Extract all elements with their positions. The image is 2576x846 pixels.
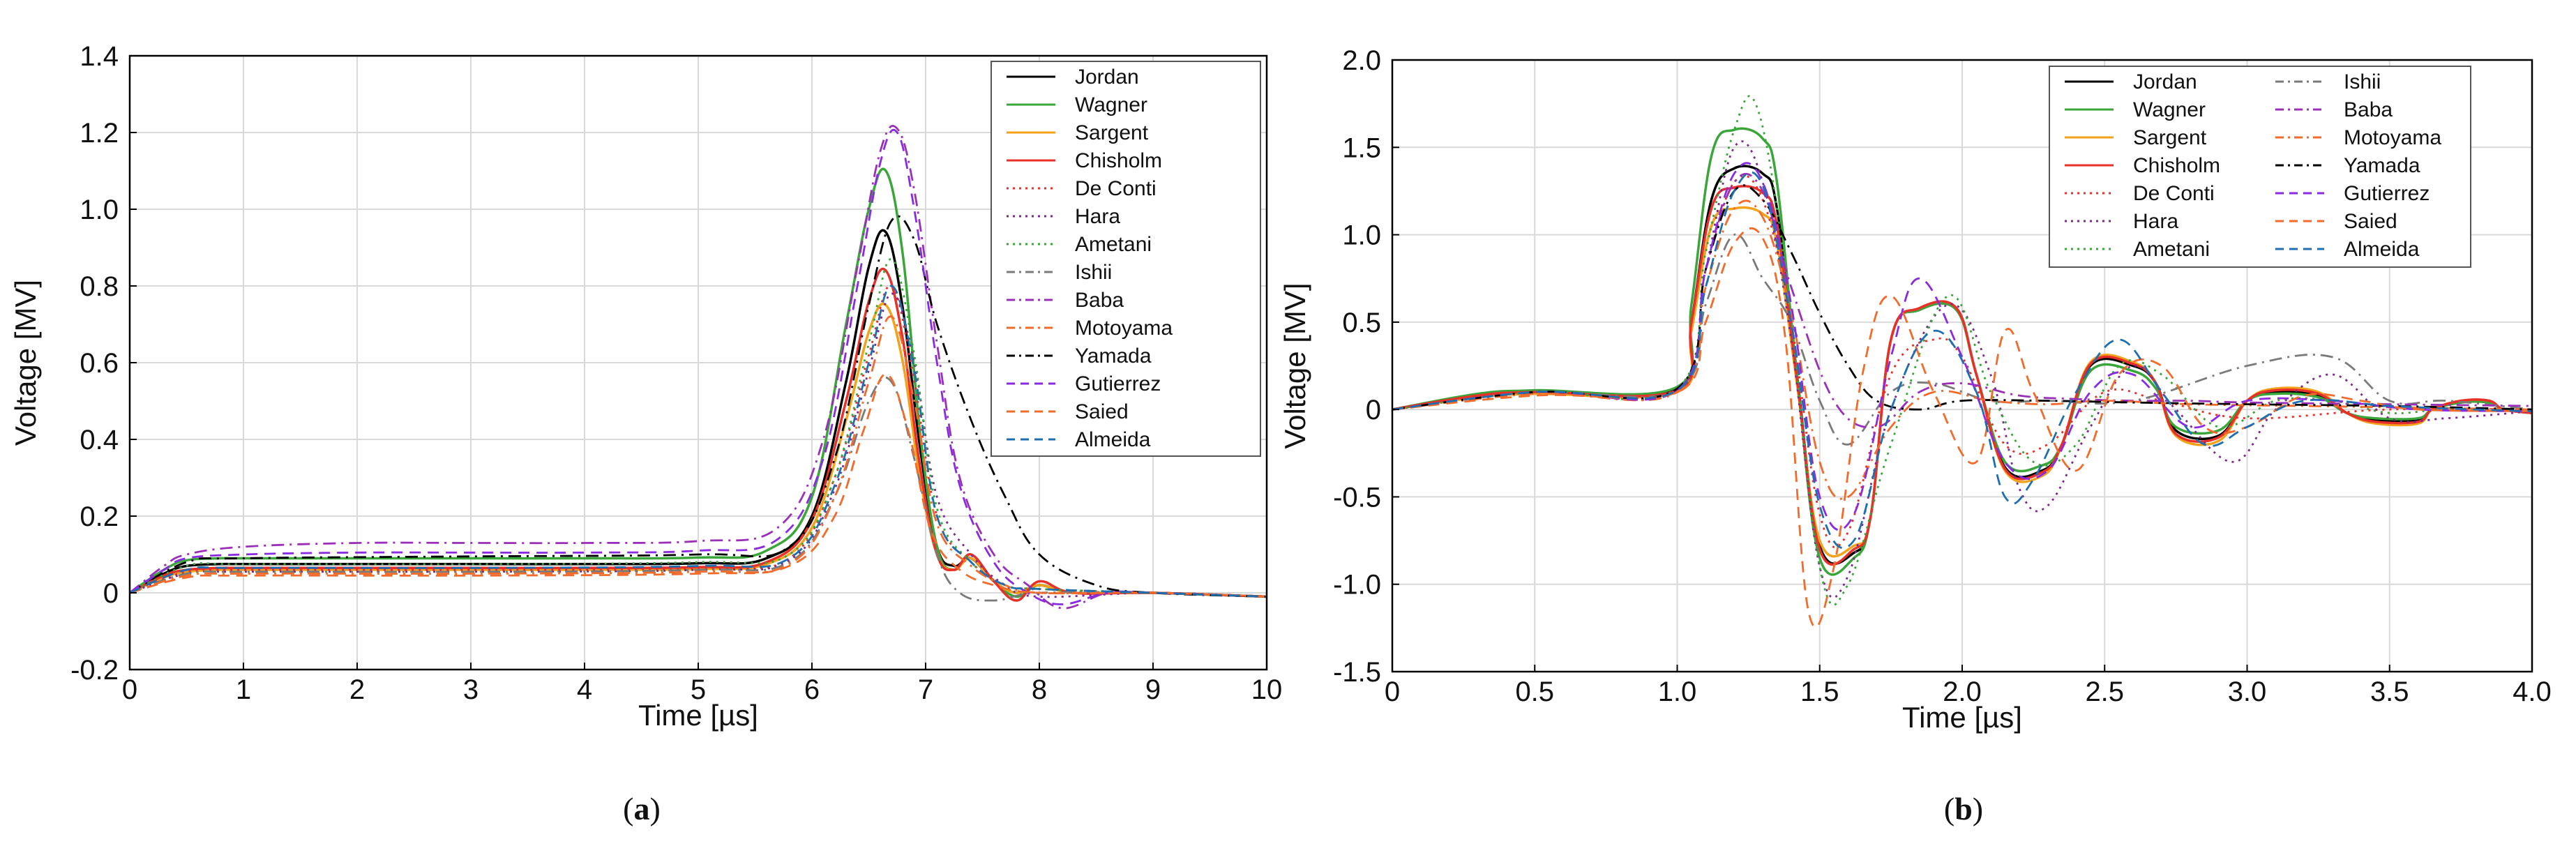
- y-tick-label: 0.2: [80, 501, 119, 532]
- x-tick-label: 1.0: [1658, 677, 1697, 707]
- series-line-almeida: [130, 285, 1267, 598]
- series-line-saied: [1392, 227, 2532, 628]
- legend: Jordan Wagner Sargent Chisholm De Conti Hara A…: [2049, 66, 2471, 268]
- x-tick-label: 2.0: [1943, 677, 1982, 707]
- x-tick-label: 9: [1145, 674, 1161, 705]
- series-line-ishii: [1392, 233, 2532, 446]
- x-tick-label: 0: [122, 674, 137, 705]
- x-tick-label: 0.5: [1515, 677, 1554, 707]
- legend-label: Hara: [1075, 205, 1120, 228]
- legend-label: Ametani: [1075, 233, 1152, 256]
- series-line-baba: [130, 125, 1267, 610]
- y-axis-label: Voltage [MV]: [9, 280, 42, 446]
- x-tick-label: 0: [1385, 677, 1400, 707]
- y-tick-label: 0.5: [1342, 308, 1381, 338]
- x-axis-label: Time [µs]: [638, 699, 758, 732]
- legend-label: Saied: [2344, 210, 2397, 233]
- series-line-yamada: [130, 215, 1267, 598]
- x-tick-label: 7: [918, 674, 933, 705]
- legend-label: Wagner: [1075, 93, 1147, 116]
- series-line-yamada: [1392, 184, 2532, 411]
- x-tick-label: 8: [1032, 674, 1047, 705]
- series-line-motoyama: [1392, 199, 2532, 500]
- y-tick-label: 1.0: [80, 195, 119, 225]
- y-tick-label: 0: [1366, 395, 1381, 425]
- x-tick-label: 1: [236, 674, 251, 705]
- chart-panel-b: 0 0.5 1.0 1.5 2.0 2.5 3.0 3.5 4.0 -1.5 -1.0 -0.5 0 0.…: [1279, 45, 2552, 826]
- legend-label: Chisholm: [2133, 154, 2220, 177]
- legend-label: Gutierrez: [2344, 182, 2430, 205]
- series-group: [130, 125, 1267, 610]
- x-tick-label: 10: [1251, 674, 1283, 705]
- x-tick-label: 6: [804, 674, 820, 705]
- y-tick-label: 0.8: [80, 271, 119, 302]
- y-axis-label: Voltage [MV]: [1279, 282, 1311, 448]
- legend-label: Sargent: [1075, 121, 1149, 144]
- y-tick-label: 1.0: [1342, 220, 1381, 251]
- series-line-sargent: [130, 302, 1267, 598]
- legend-label: Hara: [2133, 210, 2178, 233]
- y-tick-label: 0.4: [80, 425, 119, 455]
- legend-label: Ametani: [2133, 238, 2210, 261]
- legend-label: Chisholm: [1075, 149, 1162, 172]
- legend-label: Ishii: [1075, 261, 1112, 284]
- legend-label: Yamada: [2344, 154, 2420, 177]
- legend-label: Jordan: [1075, 66, 1139, 89]
- x-axis-label: Time [µs]: [1902, 701, 2022, 734]
- y-tick-label: 1.4: [80, 41, 119, 72]
- x-tick-label: 5: [691, 674, 706, 705]
- series-line-de-conti: [130, 285, 1267, 598]
- x-tick-label: 3.5: [2370, 677, 2409, 707]
- series-line-hara: [1392, 140, 2532, 599]
- y-tick-label: 1.2: [80, 118, 119, 149]
- series-line-saied: [130, 373, 1267, 598]
- series-line-motoyama: [130, 315, 1267, 598]
- x-tick-label: 2: [349, 674, 365, 705]
- series-line-chisholm: [1392, 185, 2532, 566]
- legend-label: Almeida: [2344, 238, 2420, 261]
- y-tick-label: 2.0: [1342, 45, 1381, 76]
- y-tick-label: -0.5: [1333, 482, 1381, 513]
- legend-label: Ishii: [2344, 70, 2381, 93]
- panel-caption: (a): [623, 791, 661, 826]
- x-tick-label: 3.0: [2228, 677, 2267, 707]
- legend-label: Sargent: [2133, 126, 2207, 149]
- y-tick-label: -1.0: [1333, 570, 1381, 600]
- y-tick-label: -1.5: [1333, 657, 1381, 688]
- legend-label: Gutierrez: [1075, 372, 1161, 395]
- x-tick-label: 2.5: [2085, 677, 2124, 707]
- legend-box: [991, 61, 1261, 457]
- legend-label: De Conti: [2133, 182, 2215, 205]
- legend-label: Motoyama: [2344, 126, 2441, 149]
- legend-label: Saied: [1075, 400, 1129, 423]
- series-line-almeida: [1392, 171, 2532, 550]
- x-tick-label: 4: [577, 674, 592, 705]
- legend-box: [2049, 66, 2471, 268]
- legend-label: Almeida: [1075, 428, 1151, 451]
- series-line-de-conti: [1392, 174, 2532, 549]
- panel-caption: (b): [1944, 791, 1983, 826]
- x-tick-label: 1.5: [1800, 677, 1839, 707]
- y-tick-label: -0.2: [70, 655, 119, 686]
- y-tick-label: 1.5: [1342, 133, 1381, 163]
- series-group: [1392, 95, 2532, 628]
- legend-label: Jordan: [2133, 70, 2197, 93]
- y-tick-label: 0: [103, 578, 119, 609]
- legend-label: Wagner: [2133, 98, 2206, 121]
- series-line-hara: [130, 292, 1267, 598]
- legend-label: Motoyama: [1075, 317, 1173, 340]
- series-line-ishii: [130, 377, 1267, 602]
- legend-label: De Conti: [1075, 177, 1157, 200]
- series-line-gutierrez: [1392, 162, 2532, 531]
- legend-label: Baba: [1075, 289, 1124, 312]
- legend: Jordan Wagner Sargent Chisholm De Conti Hara A…: [991, 61, 1261, 457]
- legend-label: Baba: [2344, 98, 2393, 121]
- legend-label: Yamada: [1075, 345, 1152, 368]
- x-tick-label: 3: [463, 674, 479, 705]
- y-tick-label: 0.6: [80, 348, 119, 379]
- chart-panel-a: 0 1 2 3 4 5 6 7 8 9 10-0.200.20.40.60.81.01.21.4Ti…: [9, 41, 1282, 826]
- x-tick-label: 4.0: [2513, 677, 2552, 707]
